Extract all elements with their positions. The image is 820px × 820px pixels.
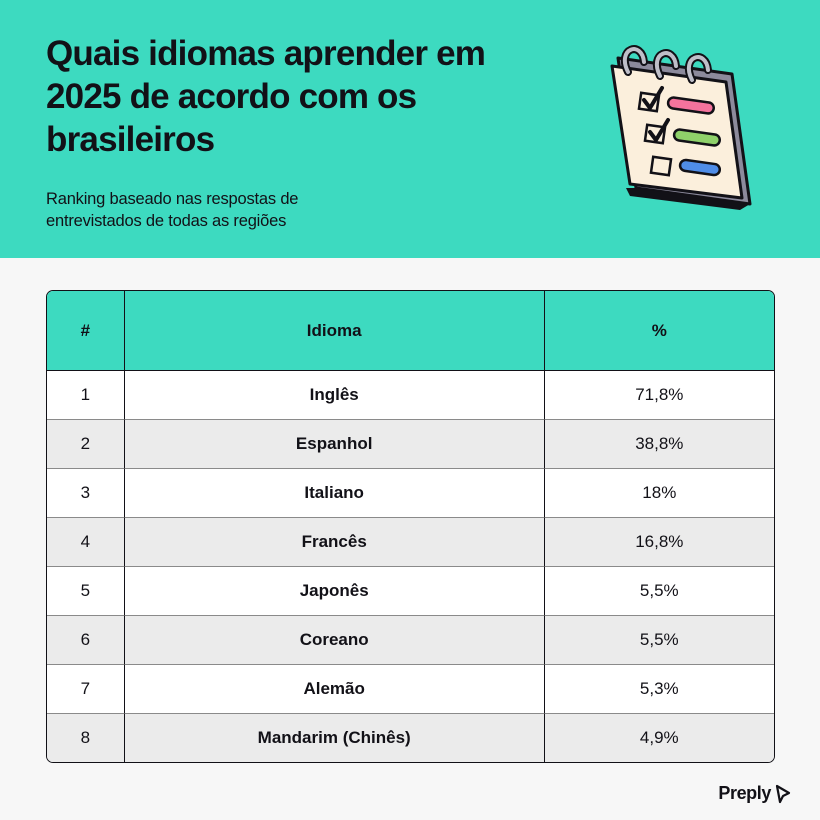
language-cell: Francês [124,518,545,567]
language-cell: Inglês [124,371,545,420]
table-row: 5 Japonês 5,5% [47,567,774,616]
table-row: 6 Coreano 5,5% [47,616,774,665]
table-row: 7 Alemão 5,3% [47,665,774,714]
table-row: 1 Inglês 71,8% [47,371,774,420]
table-row: 2 Espanhol 38,8% [47,420,774,469]
percent-cell: 18% [544,469,774,518]
column-header-rank: # [47,291,125,371]
page-title: Quais idiomas aprender em 2025 de acordo… [46,34,486,159]
rank-cell: 3 [47,469,125,518]
language-cell: Japonês [124,567,545,616]
language-cell: Mandarim (Chinês) [124,714,545,762]
brand-name: Preply [718,783,771,803]
percent-cell: 5,5% [544,616,774,665]
table-header-row: # Idioma % [47,291,774,371]
preply-logo-icon [775,784,791,803]
rank-cell: 5 [47,567,125,616]
ranking-table: # Idioma % 1 Inglês 71,8% 2 Espanhol 38,… [46,290,775,763]
checklist-notepad-icon [610,45,752,210]
brand-logo: Preply [718,783,792,804]
table-row: 8 Mandarim (Chinês) 4,9% [47,714,774,762]
percent-cell: 5,3% [544,665,774,714]
language-cell: Alemão [124,665,545,714]
rank-cell: 1 [47,371,125,420]
page-subtitle: Ranking baseado nas respostas de entrevi… [46,190,299,230]
percent-cell: 71,8% [544,371,774,420]
language-cell: Espanhol [124,420,545,469]
rank-cell: 2 [47,420,125,469]
rank-cell: 7 [47,665,125,714]
percent-cell: 4,9% [544,714,774,762]
rank-cell: 6 [47,616,125,665]
column-header-language: Idioma [124,291,545,371]
percent-cell: 38,8% [544,420,774,469]
rank-cell: 4 [47,518,125,567]
column-header-percent: % [544,291,774,371]
rank-cell: 8 [47,714,125,762]
table-row: 3 Italiano 18% [47,469,774,518]
table-row: 4 Francês 16,8% [47,518,774,567]
language-cell: Coreano [124,616,545,665]
header-banner: Quais idiomas aprender em 2025 de acordo… [0,0,820,258]
language-cell: Italiano [124,469,545,518]
percent-cell: 16,8% [544,518,774,567]
percent-cell: 5,5% [544,567,774,616]
